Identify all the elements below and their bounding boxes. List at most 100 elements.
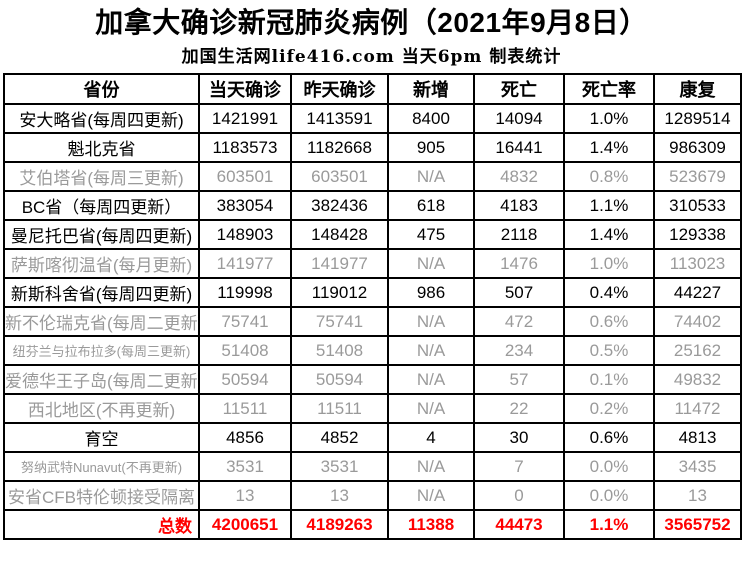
cell-deaths: 4183 [473,190,565,221]
cell-new: N/A [387,306,475,337]
cell-deaths: 7 [473,451,565,482]
column-header-deaths: 死亡 [473,73,565,105]
page-title: 加拿大确诊新冠肺炎病例（2021年9月8日） [95,7,648,38]
cell-recovered: 74402 [653,306,742,337]
cell-province: 纽芬兰与拉布拉多(每周三更新) [3,335,200,366]
cell-province: 安大略省(每周四更新) [3,103,200,134]
cell-death-rate: 0.2% [563,393,655,424]
column-header-death-rate: 死亡率 [563,73,655,105]
cell-province: 爱德华王子岛(每周二更新) [3,364,200,395]
cell-death-rate: 1.1% [563,190,655,221]
cell-death-rate: 1.0% [563,248,655,279]
cell-deaths: 22 [473,393,565,424]
cell-deaths: 234 [473,335,565,366]
cell-yesterday: 51408 [290,335,389,366]
table-row: 纽芬兰与拉布拉多(每周三更新) 51408 51408 N/A 234 0.5% 25162 [3,335,742,366]
cell-deaths: 44473 [473,509,565,540]
cell-yesterday: 141977 [290,248,389,279]
cell-yesterday: 1413591 [290,103,389,134]
cell-yesterday: 382436 [290,190,389,221]
cell-today: 383054 [198,190,292,221]
cell-yesterday: 3531 [290,451,389,482]
table-row: 爱德华王子岛(每周二更新) 50594 50594 N/A 57 0.1% 49832 [3,364,742,395]
table-row: 安大略省(每周四更新) 1421991 1413591 8400 14094 1.0% 12… [3,103,742,134]
cell-new: N/A [387,161,475,192]
cell-today: 3531 [198,451,292,482]
cell-deaths: 14094 [473,103,565,134]
cell-death-rate: 1.4% [563,132,655,163]
table-row: 西北地区(不再更新) 11511 11511 N/A 22 0.2% 11472 [3,393,742,424]
cell-new: 905 [387,132,475,163]
table-row: 新斯科舍省(每周四更新) 119998 119012 986 507 0.4% 44227 [3,277,742,308]
cell-today: 1421991 [198,103,292,134]
cell-new: N/A [387,451,475,482]
cell-death-rate: 0.0% [563,480,655,511]
cell-recovered: 13 [653,480,742,511]
cell-yesterday: 4189263 [290,509,389,540]
cell-deaths: 57 [473,364,565,395]
cell-recovered: 310533 [653,190,742,221]
cell-new: 8400 [387,103,475,134]
cell-death-rate: 1.0% [563,103,655,134]
cell-province: BC省（每周四更新） [3,190,200,221]
cell-today: 51408 [198,335,292,366]
cell-recovered: 49832 [653,364,742,395]
cell-new: N/A [387,248,475,279]
cell-today: 603501 [198,161,292,192]
cell-death-rate: 1.1% [563,509,655,540]
cell-death-rate: 0.1% [563,364,655,395]
table-row: 艾伯塔省(每周三更新) 603501 603501 N/A 4832 0.8% 523679 [3,161,742,192]
column-header-province: 省份 [3,73,200,105]
cell-today: 11511 [198,393,292,424]
cell-yesterday: 13 [290,480,389,511]
cell-recovered: 44227 [653,277,742,308]
column-header-recovered: 康复 [653,73,742,105]
cell-deaths: 472 [473,306,565,337]
cell-deaths: 0 [473,480,565,511]
cell-province: 努纳武特Nunavut(不再更新) [3,451,200,482]
table-total-row: 总数 4200651 4189263 11388 44473 1.1% 3565752 [3,509,742,540]
cell-new: 475 [387,219,475,250]
cell-new: N/A [387,364,475,395]
cell-deaths: 4832 [473,161,565,192]
cell-deaths: 1476 [473,248,565,279]
cell-today: 50594 [198,364,292,395]
cell-yesterday: 119012 [290,277,389,308]
cell-new: 618 [387,190,475,221]
cell-today: 4200651 [198,509,292,540]
table-row: 努纳武特Nunavut(不再更新) 3531 3531 N/A 7 0.0% 3435 [3,451,742,482]
cell-deaths: 30 [473,422,565,453]
cell-province: 西北地区(不再更新) [3,393,200,424]
cell-recovered: 129338 [653,219,742,250]
table-row: 萨斯喀彻温省(每月更新) 141977 141977 N/A 1476 1.0% 11302… [3,248,742,279]
table-row: 曼尼托巴省(每周四更新) 148903 148428 475 2118 1.4% 12933… [3,219,742,250]
cell-recovered: 986309 [653,132,742,163]
covid-stats-table: 省份 当天确诊 昨天确诊 新增 死亡 死亡率 康复 安大略省(每周四更新) 142… [3,73,742,540]
cell-yesterday: 11511 [290,393,389,424]
table-row: 魁北克省 1183573 1182668 905 16441 1.4% 986309 [3,132,742,163]
cell-deaths: 2118 [473,219,565,250]
cell-yesterday: 603501 [290,161,389,192]
cell-death-rate: 0.0% [563,451,655,482]
cell-death-rate: 0.6% [563,306,655,337]
column-header-today-confirmed: 当天确诊 [198,73,292,105]
cell-recovered: 1289514 [653,103,742,134]
cell-recovered: 11472 [653,393,742,424]
cell-today: 141977 [198,248,292,279]
cell-province: 曼尼托巴省(每周四更新) [3,219,200,250]
cell-today: 148903 [198,219,292,250]
cell-yesterday: 1182668 [290,132,389,163]
cell-yesterday: 50594 [290,364,389,395]
table-row: 安省CFB特伦顿接受隔离 13 13 N/A 0 0.0% 13 [3,480,742,511]
cell-deaths: 16441 [473,132,565,163]
cell-province: 总数 [3,509,200,540]
cell-recovered: 3565752 [653,509,742,540]
table-row: 新不伦瑞克省(每周二更新) 75741 75741 N/A 472 0.6% 74402 [3,306,742,337]
table-row: BC省（每周四更新） 383054 382436 618 4183 1.1% 310533 [3,190,742,221]
cell-death-rate: 1.4% [563,219,655,250]
cell-today: 119998 [198,277,292,308]
table-header-row: 省份 当天确诊 昨天确诊 新增 死亡 死亡率 康复 [3,73,742,105]
cell-today: 1183573 [198,132,292,163]
cell-today: 13 [198,480,292,511]
cell-recovered: 25162 [653,335,742,366]
